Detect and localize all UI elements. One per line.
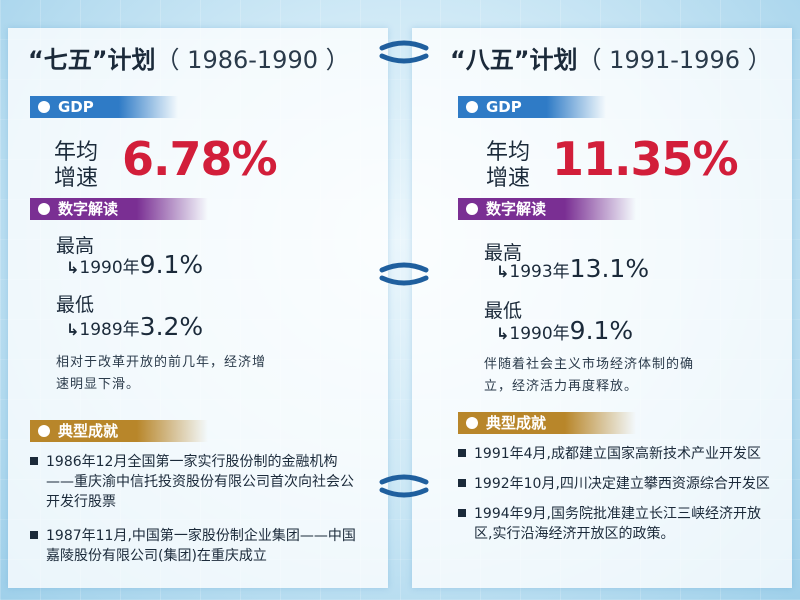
square-bullet-icon <box>458 449 466 457</box>
bullet-dot-icon <box>466 101 478 113</box>
gdp-tag-label: GDP <box>58 98 94 116</box>
achievements-list-left: 1986年12月全国第一家实行股份制的金融机构——重庆渝中信托投资股份有限公司首… <box>30 452 360 578</box>
high-year: 1990年 <box>79 258 140 278</box>
gdp-label-left: 年均 增速 <box>54 140 98 192</box>
high-year: 1993年 <box>509 262 570 282</box>
square-bullet-icon <box>458 479 466 487</box>
description-left: 相对于改革开放的前几年，经济增 速明显下滑。 <box>56 352 266 396</box>
achievements-tag-label: 典型成就 <box>58 422 119 440</box>
high-label-right: 最高 <box>484 242 523 264</box>
gdp-label-line2: 增速 <box>54 166 99 191</box>
achievements-tag-label: 典型成就 <box>486 414 547 432</box>
bullet-dot-icon <box>38 425 50 437</box>
description-line2: 立，经济活力再度释放。 <box>484 379 639 394</box>
bullet-dot-icon <box>466 417 478 429</box>
achievement-text: 1986年12月全国第一家实行股份制的金融机构——重庆渝中信托投资股份有限公司首… <box>46 454 354 510</box>
gdp-label-line1: 年均 <box>486 140 531 165</box>
list-item: 1994年9月,国务院批准建立长江三峡经济开放区,实行沿海经济开放区的政策。 <box>458 504 778 544</box>
bullet-dot-icon <box>466 203 478 215</box>
gdp-label-line1: 年均 <box>54 140 99 165</box>
return-arrow-icon: ↳ <box>496 324 510 343</box>
low-stat-left: ↳1989年3.2% <box>66 312 203 341</box>
gdp-tag-right: GDP <box>458 96 606 118</box>
high-stat-left: ↳1990年9.1% <box>66 250 203 279</box>
plan-title-right: “八五”计划（ 1991-1996 ） <box>450 40 772 75</box>
low-label-left: 最低 <box>56 294 95 316</box>
plan-years: （ 1986-1990 ） <box>155 46 350 74</box>
description-right: 伴随着社会主义市场经济体制的确 立，经济活力再度释放。 <box>484 354 694 398</box>
bullet-dot-icon <box>38 203 50 215</box>
return-arrow-icon: ↳ <box>66 258 80 277</box>
high-value: 13.1% <box>569 254 650 283</box>
panel-seventh-five-year-plan: “七五”计划（ 1986-1990 ） GDP 年均 增速 6.78% 数字解读… <box>8 28 388 588</box>
achievement-text: 1992年10月,四川决定建立攀西资源综合开发区 <box>474 476 770 492</box>
chain-link-icon <box>376 40 432 64</box>
return-arrow-icon: ↳ <box>66 320 80 339</box>
gdp-tag-left: GDP <box>30 96 178 118</box>
plan-title-text: “八五”计划 <box>450 46 578 74</box>
gdp-value-right: 11.35% <box>552 132 739 186</box>
panel-eighth-five-year-plan: “八五”计划（ 1991-1996 ） GDP 年均 增速 11.35% 数字解… <box>412 28 792 588</box>
square-bullet-icon <box>30 531 38 539</box>
plan-title-left: “七五”计划（ 1986-1990 ） <box>28 40 350 75</box>
square-bullet-icon <box>30 457 38 465</box>
high-stat-right: ↳1993年13.1% <box>496 254 649 283</box>
gdp-label-line2: 增速 <box>486 166 531 191</box>
gdp-tag-label: GDP <box>486 98 522 116</box>
low-stat-right: ↳1990年9.1% <box>496 316 633 345</box>
square-bullet-icon <box>458 509 466 517</box>
achievement-text: 1987年11月,中国第一家股份制企业集团——中国嘉陵股份有限公司(集团)在重庆… <box>46 528 356 564</box>
description-line2: 速明显下滑。 <box>56 377 141 392</box>
list-item: 1986年12月全国第一家实行股份制的金融机构——重庆渝中信托投资股份有限公司首… <box>30 452 360 512</box>
achievements-tag-left: 典型成就 <box>30 420 208 442</box>
description-line1: 伴随着社会主义市场经济体制的确 <box>484 357 695 372</box>
list-item: 1991年4月,成都建立国家高新技术产业开发区 <box>458 444 778 464</box>
low-label-right: 最低 <box>484 300 523 322</box>
low-value: 3.2% <box>139 312 204 341</box>
chain-link-icon <box>376 262 432 286</box>
chain-link-icon <box>376 474 432 498</box>
high-label-left: 最高 <box>56 235 95 257</box>
digits-tag-left: 数字解读 <box>30 198 208 220</box>
low-year: 1990年 <box>509 324 570 344</box>
list-item: 1987年11月,中国第一家股份制企业集团——中国嘉陵股份有限公司(集团)在重庆… <box>30 526 360 566</box>
low-year: 1989年 <box>79 320 140 340</box>
gdp-value-left: 6.78% <box>122 132 278 186</box>
digits-tag-label: 数字解读 <box>486 200 547 218</box>
plan-title-text: “七五”计划 <box>28 46 156 74</box>
achievement-text: 1991年4月,成都建立国家高新技术产业开发区 <box>474 446 761 462</box>
description-line1: 相对于改革开放的前几年，经济增 <box>56 355 267 370</box>
return-arrow-icon: ↳ <box>496 262 510 281</box>
plan-years: （ 1991-1996 ） <box>577 46 772 74</box>
digits-tag-right: 数字解读 <box>458 198 636 220</box>
digits-tag-label: 数字解读 <box>58 200 119 218</box>
achievement-text: 1994年9月,国务院批准建立长江三峡经济开放区,实行沿海经济开放区的政策。 <box>474 506 761 542</box>
list-item: 1992年10月,四川决定建立攀西资源综合开发区 <box>458 474 778 494</box>
achievements-list-right: 1991年4月,成都建立国家高新技术产业开发区 1992年10月,四川决定建立攀… <box>458 444 778 556</box>
high-value: 9.1% <box>139 250 204 279</box>
achievements-tag-right: 典型成就 <box>458 412 636 434</box>
bullet-dot-icon <box>38 101 50 113</box>
gdp-label-right: 年均 增速 <box>486 140 530 192</box>
low-value: 9.1% <box>569 316 634 345</box>
